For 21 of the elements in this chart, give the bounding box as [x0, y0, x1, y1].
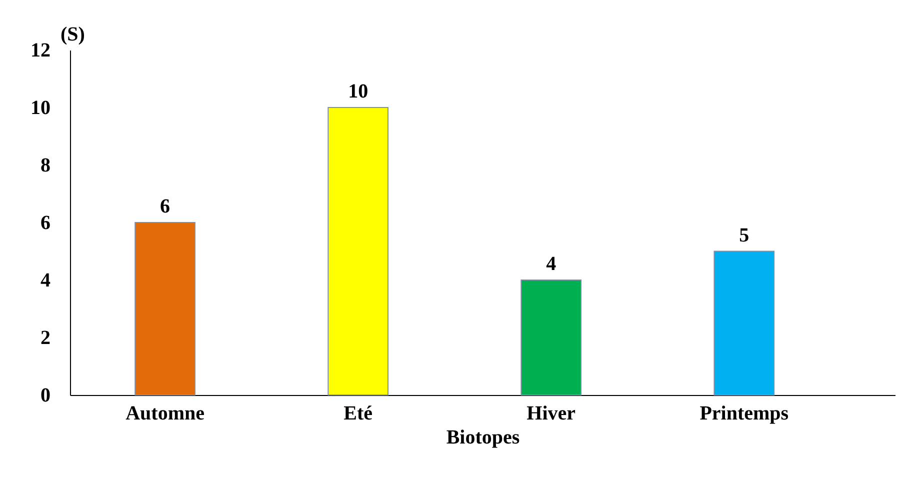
x-axis-title: Biotopes: [446, 426, 520, 448]
y-tick-label: 12: [30, 40, 50, 62]
x-tick-label: Hiver: [526, 402, 576, 424]
bar: [714, 250, 775, 396]
data-label: 5: [739, 224, 750, 246]
y-axis-title: (S): [60, 24, 85, 46]
x-tick-label: Automne: [126, 402, 205, 424]
x-tick-label: Printemps: [700, 402, 789, 424]
y-tick-label: 10: [30, 97, 50, 119]
x-tick-label: Eté: [344, 402, 373, 424]
bar: [134, 222, 196, 396]
bar: [328, 107, 388, 396]
y-tick-label: 8: [40, 154, 50, 176]
y-tick-label: 4: [40, 270, 50, 292]
data-label: 10: [348, 80, 368, 102]
data-label: 6: [160, 196, 170, 218]
y-tick-label: 2: [40, 327, 50, 349]
data-label: 4: [546, 253, 556, 275]
y-tick-label: 0: [40, 384, 50, 406]
bar: [520, 280, 582, 396]
y-tick-label: 6: [40, 212, 50, 234]
